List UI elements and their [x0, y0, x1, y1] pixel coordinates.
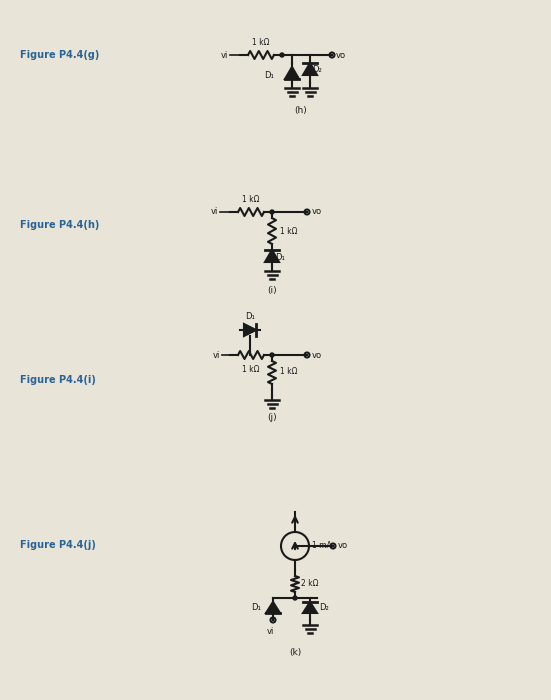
Text: D₁: D₁ [251, 603, 261, 612]
Polygon shape [265, 250, 279, 262]
Polygon shape [266, 602, 280, 613]
Circle shape [270, 353, 274, 357]
Polygon shape [285, 67, 299, 79]
Text: 1 mA: 1 mA [312, 542, 332, 550]
Text: 1 kΩ: 1 kΩ [252, 38, 270, 47]
Text: D₂: D₂ [312, 64, 322, 74]
Circle shape [293, 596, 297, 600]
Text: D₂: D₂ [319, 603, 329, 612]
Text: D₁: D₁ [264, 71, 274, 80]
Circle shape [270, 210, 274, 214]
Text: (j): (j) [267, 414, 277, 423]
Text: D₁: D₁ [245, 312, 255, 321]
Text: Figure P4.4(j): Figure P4.4(j) [20, 540, 96, 550]
Text: vo: vo [338, 542, 348, 550]
Circle shape [280, 53, 284, 57]
Text: vo: vo [312, 207, 322, 216]
Text: Figure P4.4(i): Figure P4.4(i) [20, 375, 96, 385]
Polygon shape [244, 324, 256, 336]
Text: 1 kΩ: 1 kΩ [280, 227, 298, 235]
Text: vi: vi [266, 626, 274, 636]
Text: vo: vo [312, 351, 322, 360]
Text: Figure P4.4(h): Figure P4.4(h) [20, 220, 99, 230]
Text: 1 kΩ: 1 kΩ [280, 368, 298, 377]
Text: vi: vi [213, 351, 220, 360]
Text: 2 kΩ: 2 kΩ [301, 580, 318, 589]
Text: 1 kΩ: 1 kΩ [242, 365, 260, 374]
Text: vi: vi [220, 50, 228, 60]
Text: (h): (h) [295, 106, 307, 115]
Text: (k): (k) [289, 648, 301, 657]
Text: D₁: D₁ [275, 253, 285, 262]
Text: vo: vo [336, 50, 346, 60]
Text: Figure P4.4(g): Figure P4.4(g) [20, 50, 99, 60]
Polygon shape [303, 63, 317, 75]
Text: 1 kΩ: 1 kΩ [242, 195, 260, 204]
Text: vi: vi [210, 207, 218, 216]
Text: (i): (i) [267, 286, 277, 295]
Polygon shape [303, 602, 317, 613]
